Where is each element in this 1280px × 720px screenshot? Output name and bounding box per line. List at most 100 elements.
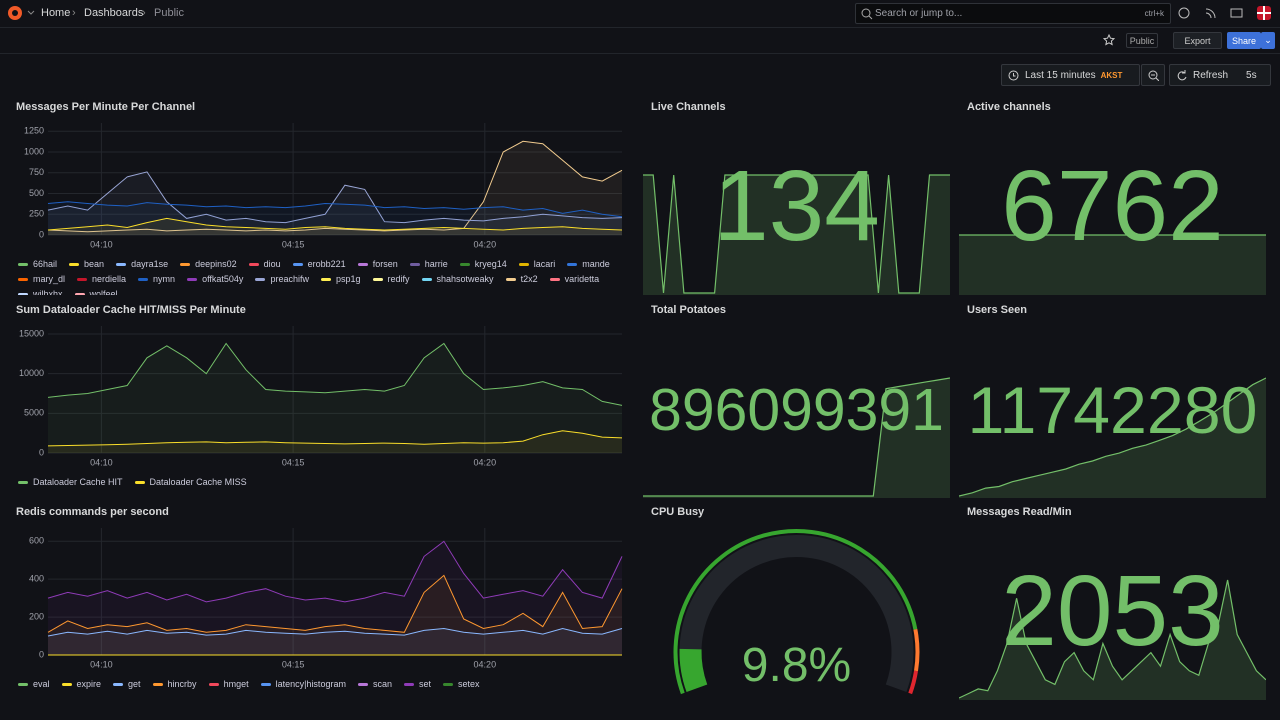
zoom-out[interactable]: [1141, 64, 1165, 86]
y-tick-label: 0: [39, 649, 44, 659]
legend-item[interactable]: bean: [69, 258, 104, 270]
legend-label: diou: [263, 259, 281, 269]
legend-item[interactable]: nymn: [138, 273, 175, 285]
legend-item[interactable]: lacari: [518, 258, 556, 270]
legend-swatch: [505, 277, 516, 281]
legend-label: wilhxhx: [33, 289, 63, 295]
x-tick-label: 04:15: [282, 457, 305, 467]
legend-label: psp1g: [335, 274, 361, 284]
sparkline: [959, 377, 1266, 498]
legend-label: latency|histogram: [275, 679, 346, 689]
legend-item[interactable]: mande: [567, 258, 610, 270]
y-tick-label: 1250: [24, 126, 44, 136]
legend-label: set: [418, 679, 431, 689]
legend-item[interactable]: varidetta: [549, 273, 599, 285]
legend-item[interactable]: Dataloader Cache HIT: [18, 476, 123, 488]
legend-item[interactable]: 66hail: [18, 258, 57, 270]
sparkline-area: [959, 235, 1266, 295]
legend-swatch: [248, 262, 259, 266]
legend-label: lacari: [533, 259, 556, 269]
legend-swatch: [69, 262, 80, 266]
panel-title: CPU Busy: [651, 506, 705, 518]
legend-label: forsen: [372, 259, 398, 269]
stat-value: 6762: [1001, 150, 1224, 262]
export-button[interactable]: Export: [1173, 32, 1222, 49]
legend-item[interactable]: t2x2: [505, 273, 538, 285]
search-placeholder: Search or jump to...: [875, 8, 963, 19]
panel: 0 5000 10000 15000 04:10 04:15 04:20 Dataloader…: [8, 298, 628, 498]
sparkline: [643, 377, 950, 498]
sparkline-line: [643, 377, 950, 497]
legend-item[interactable]: Dataloader Cache MISS: [134, 476, 247, 488]
legend-swatch: [18, 277, 28, 281]
share-button[interactable]: Share: [1227, 32, 1261, 49]
legend-item[interactable]: nerdiella: [77, 273, 126, 285]
legend-swatch: [255, 277, 266, 281]
refresh-picker[interactable]: Refresh 5s: [1169, 64, 1271, 86]
panel-title: Users Seen: [967, 304, 1027, 316]
legend-item[interactable]: shahsotweaky: [421, 273, 494, 285]
legend-item[interactable]: scan: [357, 678, 392, 690]
legend-item[interactable]: wolfeel: [74, 288, 118, 295]
gauge-label: 9.8%: [741, 639, 852, 692]
legend-item[interactable]: offkat504y: [187, 273, 243, 285]
series-line: [47, 217, 623, 231]
legend-item[interactable]: psp1g: [320, 273, 361, 285]
breadcrumb: Public: [154, 7, 184, 19]
legend-swatch: [421, 277, 432, 281]
legend-item[interactable]: hmget: [208, 678, 249, 690]
search-box[interactable]: Search or jump to... ctrl+k: [855, 3, 1171, 24]
legend-item[interactable]: wilhxhx: [18, 288, 63, 295]
legend-label: wolfeel: [89, 289, 118, 295]
legend-swatch: [187, 277, 198, 281]
legend-item[interactable]: deepins02: [180, 258, 237, 270]
panel-title: Live Channels: [651, 101, 726, 113]
legend-item[interactable]: set: [403, 678, 431, 690]
legend-item[interactable]: redify: [372, 273, 410, 285]
legend-swatch: [208, 682, 219, 686]
y-tick-label: 1000: [24, 146, 44, 156]
legend-item[interactable]: setex: [442, 678, 480, 690]
x-tick-label: 04:20: [474, 457, 497, 467]
legend-label: offkat504y: [202, 274, 244, 284]
gauge-track: [679, 535, 914, 692]
breadcrumb[interactable]: Home: [41, 7, 71, 19]
series-line: [47, 140, 623, 233]
legend-item[interactable]: harrie: [409, 258, 448, 270]
star-icon[interactable]: [1103, 34, 1115, 46]
legend-swatch: [518, 262, 529, 266]
legend-item[interactable]: erobb221: [292, 258, 346, 270]
legend-item[interactable]: dayra1se: [116, 258, 168, 270]
legend-item[interactable]: expire: [61, 678, 101, 690]
legend-swatch: [74, 292, 85, 295]
stat-value: 11742280: [967, 373, 1258, 448]
legend-item[interactable]: get: [113, 678, 141, 690]
legend-item[interactable]: diou: [248, 258, 281, 270]
legend-item[interactable]: eval: [18, 678, 50, 690]
x-tick-label: 04:20: [474, 239, 497, 249]
legend-item[interactable]: kryeg14: [459, 258, 507, 270]
sparkline: [643, 174, 950, 295]
panel: 0 250 500 750 1000 1250 04:10 04:15 04:20 66hail b…: [8, 95, 628, 295]
legend-swatch: [18, 292, 28, 295]
panel-title: Messages Per Minute Per Channel: [16, 101, 196, 113]
legend-swatch: [138, 277, 149, 281]
legend-item[interactable]: mary_dl: [18, 273, 65, 285]
legend-label: mary_dl: [33, 274, 66, 284]
share-menu[interactable]: ⌄: [1261, 32, 1275, 49]
legend-item[interactable]: latency|histogram: [260, 678, 346, 690]
legend-item[interactable]: hincrby: [152, 678, 197, 690]
legend-label: scan: [372, 679, 392, 689]
legend-label: Dataloader Cache HIT: [33, 477, 123, 487]
legend-swatch: [113, 682, 124, 686]
legend-item[interactable]: preachifw: [255, 273, 309, 285]
sparkline-area: [959, 580, 1266, 700]
legend-item[interactable]: forsen: [357, 258, 398, 270]
y-tick-label: 200: [29, 611, 44, 621]
breadcrumb[interactable]: Dashboards: [84, 7, 144, 19]
time-range-picker[interactable]: Last 15 minutes AKST: [1001, 64, 1140, 86]
legend-label: setex: [457, 679, 480, 689]
nav-icons[interactable]: [1177, 6, 1277, 22]
logo[interactable]: [6, 4, 36, 22]
gauge-value: [679, 648, 708, 693]
